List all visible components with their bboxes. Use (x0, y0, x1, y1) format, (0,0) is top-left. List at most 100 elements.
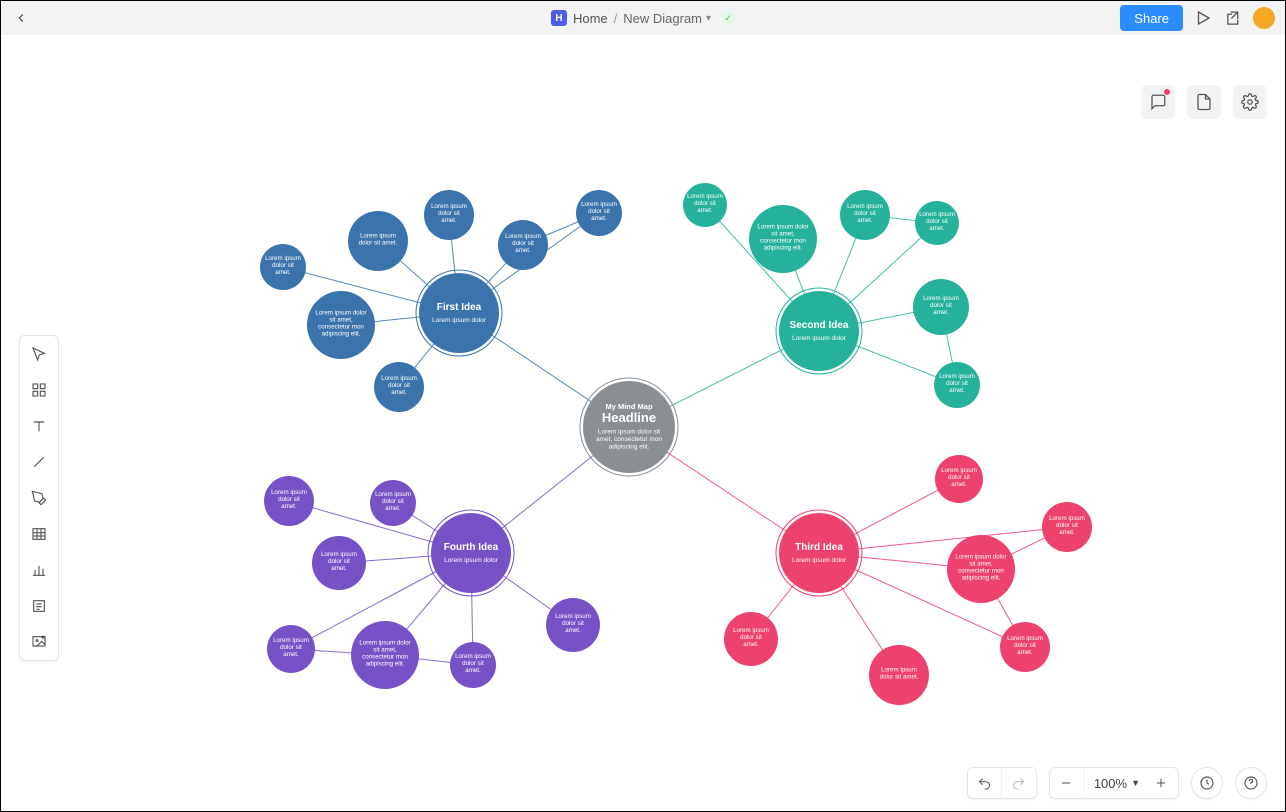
svg-text:amet.: amet. (465, 667, 481, 674)
svg-text:amet.: amet. (1059, 529, 1075, 536)
back-button[interactable] (11, 8, 31, 28)
svg-text:Lorem ipsum: Lorem ipsum (505, 233, 541, 240)
svg-text:dolor sit: dolor sit (946, 380, 968, 387)
svg-text:Lorem ipsum dolor: Lorem ipsum dolor (444, 557, 499, 564)
svg-text:dolor sit: dolor sit (948, 474, 970, 481)
zoom-level-label: 100% (1094, 776, 1127, 791)
svg-text:amet.: amet. (515, 247, 531, 254)
svg-text:Lorem ipsum: Lorem ipsum (265, 255, 301, 262)
svg-text:consectetur mon: consectetur mon (318, 324, 364, 331)
svg-text:Lorem ipsum dolor: Lorem ipsum dolor (792, 335, 847, 342)
zoom-in-button[interactable] (1144, 767, 1178, 799)
svg-text:dolor sit amet.: dolor sit amet. (359, 240, 398, 247)
svg-text:Lorem ipsum dolor: Lorem ipsum dolor (315, 309, 366, 316)
bottombar: 100%▼ (967, 767, 1267, 799)
svg-text:Lorem ipsum: Lorem ipsum (919, 211, 955, 218)
svg-text:Lorem ipsum: Lorem ipsum (360, 232, 396, 239)
svg-text:amet.: amet. (743, 641, 759, 648)
svg-text:adipiscing elit.: adipiscing elit. (366, 661, 405, 668)
svg-text:Lorem ipsum: Lorem ipsum (733, 627, 769, 634)
svg-text:Headline: Headline (602, 410, 656, 425)
svg-text:consectetur mon: consectetur mon (760, 238, 806, 245)
svg-text:dolor sit: dolor sit (562, 620, 584, 627)
zoom-level[interactable]: 100%▼ (1084, 776, 1144, 791)
mindmap-svg[interactable]: My Mind MapHeadlineLorem ipsum dolor sit… (1, 35, 1286, 812)
svg-text:dolor sit: dolor sit (1014, 642, 1036, 649)
svg-text:dolor sit: dolor sit (740, 634, 762, 641)
svg-text:Lorem ipsum dolor sit: Lorem ipsum dolor sit (598, 429, 660, 436)
undo-button[interactable] (968, 767, 1002, 799)
svg-text:Lorem ipsum: Lorem ipsum (271, 489, 307, 496)
svg-text:sit amet,: sit amet, (373, 646, 397, 653)
svg-text:sit amet,: sit amet, (329, 316, 353, 323)
svg-text:Lorem ipsum: Lorem ipsum (555, 613, 591, 620)
help-button[interactable] (1235, 767, 1267, 799)
svg-text:dolor sit amet.: dolor sit amet. (880, 674, 919, 681)
svg-text:Lorem ipsum: Lorem ipsum (1007, 635, 1043, 642)
zoom-group: 100%▼ (1049, 767, 1179, 799)
svg-text:dolor sit: dolor sit (588, 208, 610, 215)
redo-button[interactable] (1002, 767, 1036, 799)
svg-text:Fourth Idea: Fourth Idea (444, 542, 499, 553)
svg-text:amet.: amet. (281, 503, 297, 510)
svg-text:amet.: amet. (331, 565, 347, 572)
svg-text:Lorem ipsum: Lorem ipsum (923, 295, 959, 302)
zoom-out-button[interactable] (1050, 767, 1084, 799)
svg-text:Lorem ipsum: Lorem ipsum (375, 491, 411, 498)
svg-text:amet.: amet. (1017, 649, 1033, 656)
document-name-label: New Diagram (623, 11, 702, 26)
document-name[interactable]: New Diagram ▾ (623, 11, 711, 26)
svg-text:amet, consectetur mon: amet, consectetur mon (596, 436, 662, 443)
svg-text:amet.: amet. (933, 309, 949, 316)
svg-text:consectetur mon: consectetur mon (958, 568, 1004, 575)
svg-text:adipiscing elit.: adipiscing elit. (322, 331, 361, 338)
svg-text:amet.: amet. (929, 225, 945, 232)
present-icon[interactable] (1193, 8, 1213, 28)
svg-text:Lorem ipsum: Lorem ipsum (687, 193, 723, 200)
svg-text:Lorem ipsum: Lorem ipsum (381, 375, 417, 382)
svg-text:Lorem ipsum dolor: Lorem ipsum dolor (955, 553, 1006, 560)
svg-text:amet.: amet. (857, 217, 873, 224)
svg-text:dolor sit: dolor sit (930, 302, 952, 309)
svg-text:consectetur mon: consectetur mon (362, 654, 408, 661)
svg-text:dolor sit: dolor sit (438, 210, 460, 217)
history-timeline-button[interactable] (1191, 767, 1223, 799)
svg-text:Lorem ipsum: Lorem ipsum (455, 653, 491, 660)
svg-text:Lorem ipsum: Lorem ipsum (1049, 515, 1085, 522)
svg-text:dolor sit: dolor sit (854, 210, 876, 217)
svg-text:Lorem ipsum: Lorem ipsum (273, 637, 309, 644)
svg-text:Lorem ipsum: Lorem ipsum (881, 666, 917, 673)
export-icon[interactable] (1223, 8, 1243, 28)
svg-text:Second Idea: Second Idea (790, 320, 849, 331)
svg-text:Lorem ipsum dolor: Lorem ipsum dolor (757, 223, 808, 230)
breadcrumb-separator: / (614, 11, 618, 26)
svg-text:amet.: amet. (441, 217, 457, 224)
svg-text:amet.: amet. (591, 215, 607, 222)
canvas[interactable]: My Mind MapHeadlineLorem ipsum dolor sit… (1, 35, 1285, 811)
svg-text:dolor sit: dolor sit (694, 200, 716, 207)
svg-text:dolor sit: dolor sit (328, 558, 350, 565)
svg-text:Lorem ipsum dolor: Lorem ipsum dolor (359, 639, 410, 646)
svg-text:amet.: amet. (565, 627, 581, 634)
breadcrumb: H Home / New Diagram ▾ ✓ (551, 10, 735, 26)
svg-text:sit amet,: sit amet, (771, 230, 795, 237)
share-button[interactable]: Share (1120, 5, 1183, 31)
avatar[interactable] (1253, 7, 1275, 29)
svg-text:dolor sit: dolor sit (512, 240, 534, 247)
svg-text:dolor sit: dolor sit (280, 644, 302, 651)
svg-text:dolor sit: dolor sit (926, 218, 948, 225)
svg-text:Lorem ipsum: Lorem ipsum (581, 201, 617, 208)
svg-text:adipiscing elit.: adipiscing elit. (962, 575, 1001, 582)
svg-text:amet.: amet. (275, 269, 291, 276)
breadcrumb-home[interactable]: Home (573, 11, 608, 26)
svg-text:Lorem ipsum: Lorem ipsum (431, 203, 467, 210)
history-group (967, 767, 1037, 799)
svg-text:Lorem ipsum dolor: Lorem ipsum dolor (432, 317, 487, 324)
svg-text:Lorem ipsum: Lorem ipsum (847, 203, 883, 210)
svg-text:dolor sit: dolor sit (272, 262, 294, 269)
topbar: H Home / New Diagram ▾ ✓ Share (1, 1, 1285, 35)
svg-text:dolor sit: dolor sit (382, 498, 404, 505)
svg-text:Third Idea: Third Idea (795, 542, 843, 553)
svg-text:dolor sit: dolor sit (388, 382, 410, 389)
svg-text:First Idea: First Idea (437, 302, 482, 313)
